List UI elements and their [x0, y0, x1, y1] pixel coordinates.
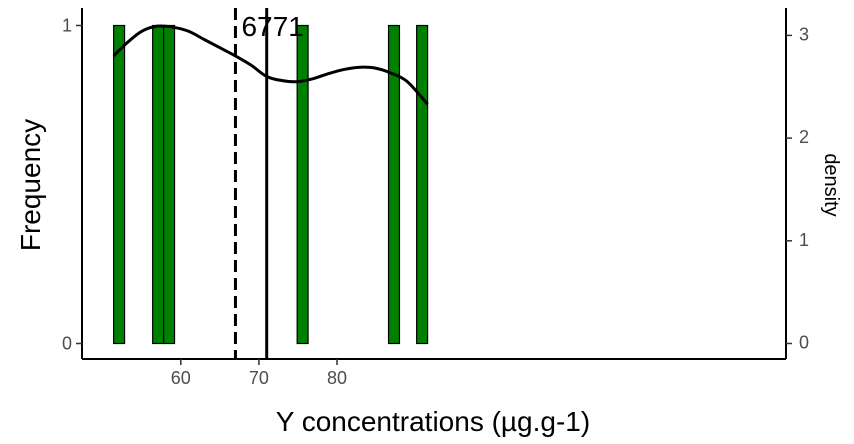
axes-layer: 60 70 80 0 1 0 1 2 3	[62, 8, 809, 388]
x-tick-label-60: 60	[171, 368, 191, 388]
histogram-bar-5	[387, 24, 401, 345]
vlines-layer: 67 71	[233, 8, 304, 359]
y2-axis-title: density	[820, 153, 842, 216]
histogram-bar-6	[416, 24, 429, 345]
y2-tick-label-2: 2	[799, 127, 809, 147]
x-axis-title: Y concentrations (µg.g-1)	[276, 406, 590, 437]
bars-layer	[113, 24, 429, 345]
histogram-bar-4	[296, 24, 309, 345]
y-tick-label-0: 0	[62, 334, 72, 354]
x-tick-label-80: 80	[327, 368, 347, 388]
y2-tick-label-0: 0	[799, 333, 809, 353]
histogram-bar-1	[113, 24, 126, 345]
x-tick-label-70: 70	[249, 368, 269, 388]
vline-label-71: 71	[273, 11, 304, 42]
y2-tick-label-1: 1	[799, 230, 809, 250]
y-tick-label-1: 1	[62, 16, 72, 36]
histogram-bar-3	[163, 24, 176, 345]
histogram-bar-2	[152, 24, 165, 345]
y-axis-title: Frequency	[15, 119, 46, 251]
y2-tick-label-3: 3	[799, 24, 809, 44]
